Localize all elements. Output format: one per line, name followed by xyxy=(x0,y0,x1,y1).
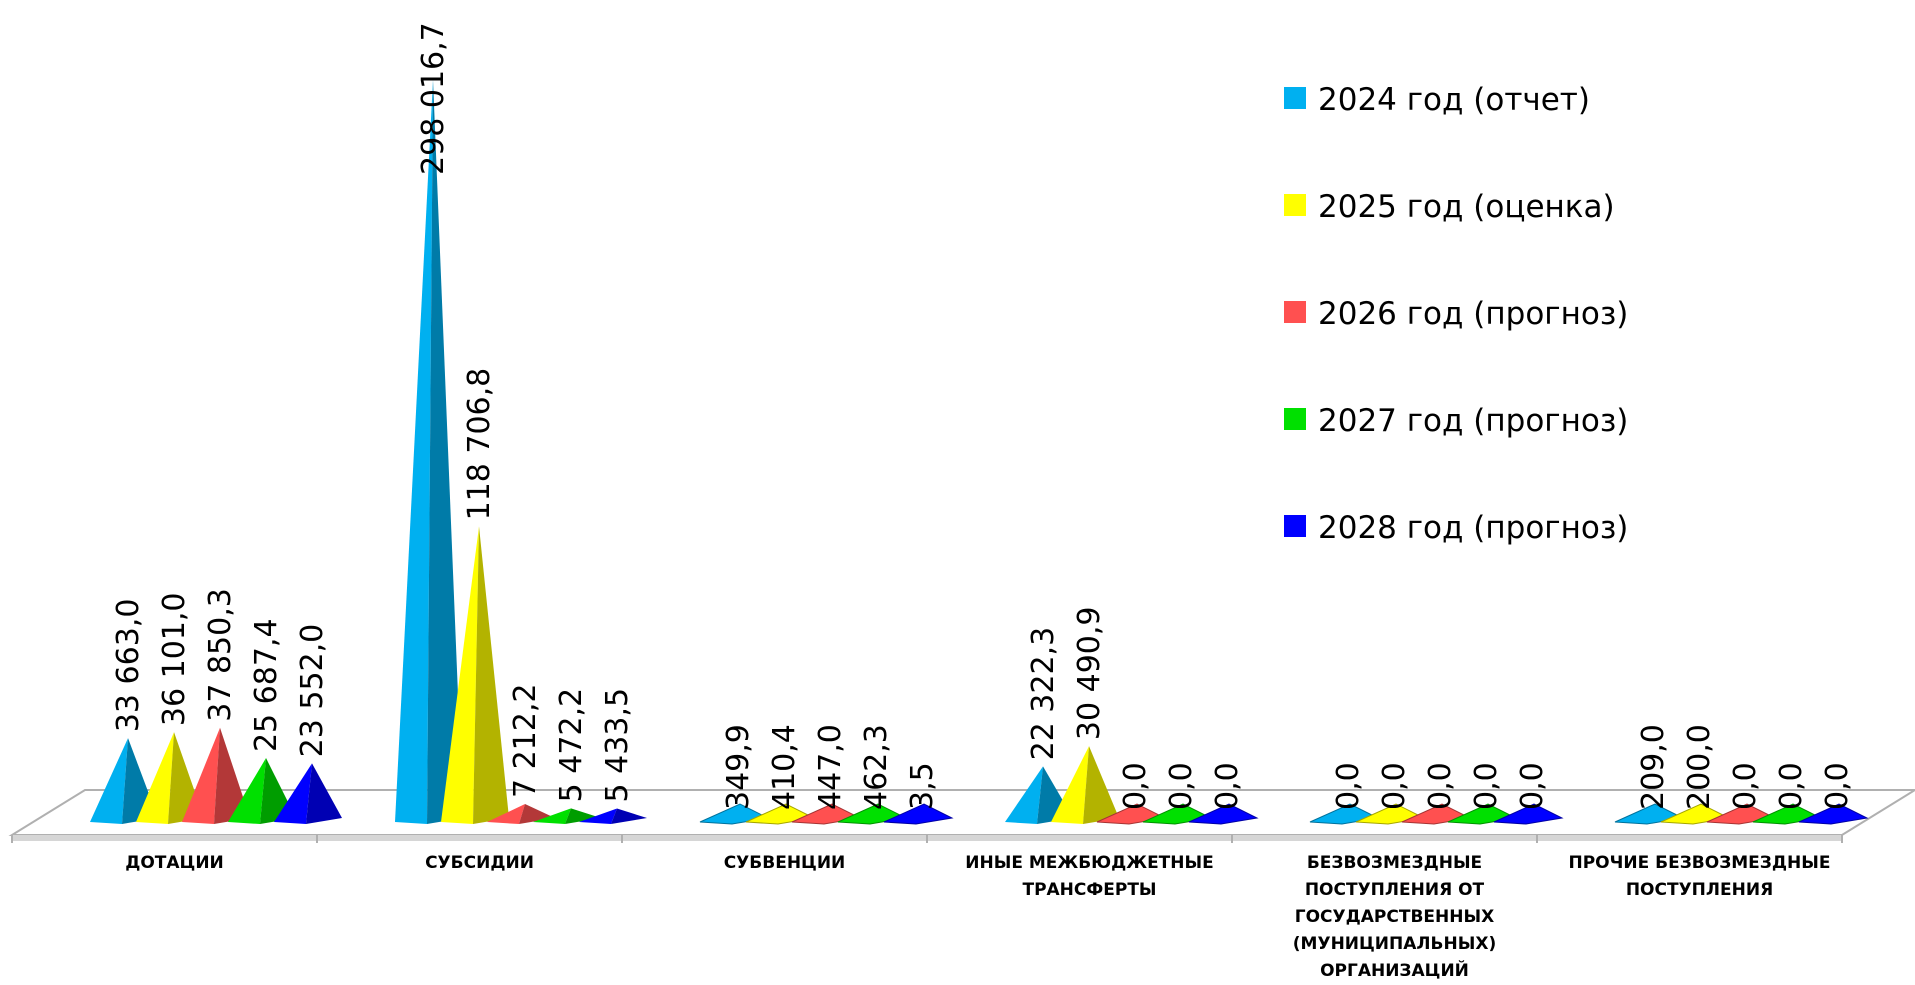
value-label: 37 850,3 xyxy=(203,588,238,722)
pyramid-bar xyxy=(533,808,601,824)
value-label: 0,0 xyxy=(1377,762,1412,810)
value-label: 7 212,2 xyxy=(508,684,543,799)
legend: 2024 год (отчет) 2025 год (оценка) 2026 го… xyxy=(1284,82,1628,546)
legend-entry: 2027 год (прогноз) xyxy=(1318,403,1628,439)
pyramid-bar xyxy=(274,763,342,824)
legend-swatch xyxy=(1284,408,1306,430)
category-label: (МУНИЦИПАЛЬНЫХ) xyxy=(1293,934,1496,954)
category-axis: ДОТАЦИИ СУБСИДИИ СУБВЕНЦИИ ИНЫЕ МЕЖБЮДЖЕТНЫ… xyxy=(125,853,1830,981)
category-label: ДОТАЦИИ xyxy=(125,853,224,873)
value-label: 5 433,5 xyxy=(600,688,635,803)
data-labels: 33 663,0 36 101,0 37 850,3 25 687,4 23 552,0… xyxy=(111,22,1855,810)
value-label: 0,0 xyxy=(1423,762,1458,810)
value-label: 36 101,0 xyxy=(157,593,192,727)
value-label: 25 687,4 xyxy=(249,618,284,752)
value-label: 447,0 xyxy=(813,724,848,810)
value-label: 410,4 xyxy=(767,724,802,810)
legend-swatch xyxy=(1284,194,1306,216)
value-label: 118 706,8 xyxy=(462,368,497,521)
category-label: ГОСУДАРСТВЕННЫХ xyxy=(1295,907,1494,927)
category-label: ПРОЧИЕ БЕЗВОЗМЕЗДНЫЕ xyxy=(1569,853,1831,873)
data-marks xyxy=(90,79,1869,825)
value-label: 0,0 xyxy=(1331,762,1366,810)
category-label: СУБСИДИИ xyxy=(425,853,534,873)
category-label: ПОСТУПЛЕНИЯ xyxy=(1626,880,1773,900)
pyramid-bar xyxy=(395,79,463,824)
value-label: 0,0 xyxy=(1820,762,1855,810)
value-label: 30 490,9 xyxy=(1072,606,1107,740)
value-label: 209,0 xyxy=(1636,724,1671,810)
value-label: 5 472,2 xyxy=(554,688,589,803)
legend-entry: 2026 год (прогноз) xyxy=(1318,296,1628,332)
value-label: 0,0 xyxy=(1210,762,1245,810)
pyramid-bar xyxy=(1798,803,1869,825)
value-label: 22 322,3 xyxy=(1026,627,1061,761)
value-label: 0,0 xyxy=(1728,762,1763,810)
value-label: 23 552,0 xyxy=(295,624,330,758)
legend-swatch xyxy=(1284,515,1306,537)
category-label: БЕЗВОЗМЕЗДНЫЕ xyxy=(1307,853,1482,873)
category-label: ТРАНСФЕРТЫ xyxy=(1022,880,1156,900)
pyramid-bar xyxy=(1051,746,1119,824)
category-label: ОРГАНИЗАЦИЙ xyxy=(1320,959,1469,981)
value-label: 349,9 xyxy=(721,724,756,810)
category-label: ИНЫЕ МЕЖБЮДЖЕТНЫЕ xyxy=(965,853,1213,873)
value-label: 0,0 xyxy=(1515,762,1550,810)
value-label: 0,0 xyxy=(1118,762,1153,810)
value-label: 298 016,7 xyxy=(416,22,451,175)
value-label: 33 663,0 xyxy=(111,599,146,733)
legend-swatch xyxy=(1284,301,1306,323)
value-label: 3,5 xyxy=(905,762,940,810)
category-label: СУБВЕНЦИИ xyxy=(724,853,846,873)
legend-entry: 2025 год (оценка) xyxy=(1318,189,1615,225)
value-label: 462,3 xyxy=(859,724,894,810)
pyramid-bar xyxy=(182,727,250,824)
pyramid-bar xyxy=(883,803,954,825)
pyramid-bar xyxy=(441,526,509,824)
pyramid-bar xyxy=(1188,803,1259,825)
legend-swatch xyxy=(1284,87,1306,109)
legend-entry: 2028 год (прогноз) xyxy=(1318,510,1628,546)
category-label: ПОСТУПЛЕНИЯ ОТ xyxy=(1305,880,1485,900)
pyramid-bar xyxy=(579,808,647,824)
value-label: 200,0 xyxy=(1682,724,1717,810)
value-label: 0,0 xyxy=(1164,762,1199,810)
value-label: 0,0 xyxy=(1774,762,1809,810)
legend-entry: 2024 год (отчет) xyxy=(1318,82,1590,118)
pyramid-bar xyxy=(1493,803,1564,825)
value-label: 0,0 xyxy=(1469,762,1504,810)
